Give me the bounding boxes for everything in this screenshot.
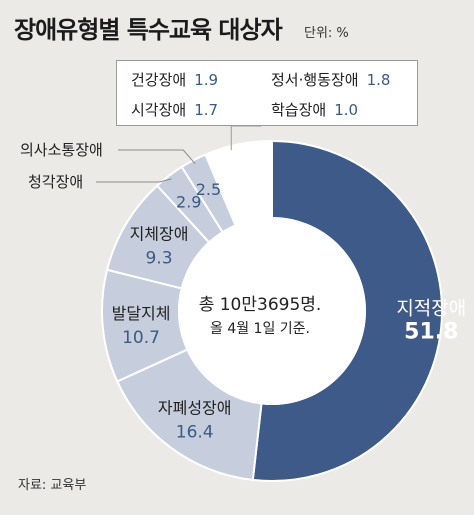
leader-line-hearing	[96, 178, 172, 183]
leader-line-communication	[118, 149, 196, 165]
value-intellectual: 51.8	[404, 319, 458, 344]
label-intellectual: 지적장애	[396, 297, 466, 319]
center-date-note: 올 4월 1일 기준.	[209, 321, 310, 337]
other-breakdown-box: 건강장애 1.9 정서·행동장애 1.8 시각장애 1.7 학습장애 1.0	[116, 60, 418, 126]
other-item-emotional: 정서·행동장애 1.8	[271, 71, 391, 89]
label-communication: 의사소통장애	[20, 141, 103, 159]
label-autism: 자폐성장애	[158, 398, 232, 417]
center-total: 총 10만3695명.	[198, 295, 322, 315]
source-label: 자료: 교육부	[18, 478, 87, 493]
other-item-learning: 학습장애 1.0	[271, 101, 359, 119]
donut-hole	[178, 217, 366, 405]
label-developmental-delay: 발달지체	[112, 304, 171, 323]
label-hearing: 청각장애	[28, 173, 83, 191]
unit-label: 단위: %	[304, 26, 349, 41]
other-leader-line	[230, 125, 262, 151]
value-communication: 2.5	[196, 180, 221, 199]
chart-title: 장애유형별 특수교육 대상자	[14, 16, 283, 44]
value-physical: 9.3	[145, 249, 172, 269]
other-item-health: 건강장애 1.9	[131, 71, 219, 89]
value-hearing: 2.9	[176, 193, 201, 212]
other-item-visual: 시각장애 1.7	[131, 101, 219, 119]
label-physical: 지체장애	[130, 225, 189, 244]
value-autism: 16.4	[176, 422, 214, 442]
value-developmental-delay: 10.7	[122, 328, 160, 348]
